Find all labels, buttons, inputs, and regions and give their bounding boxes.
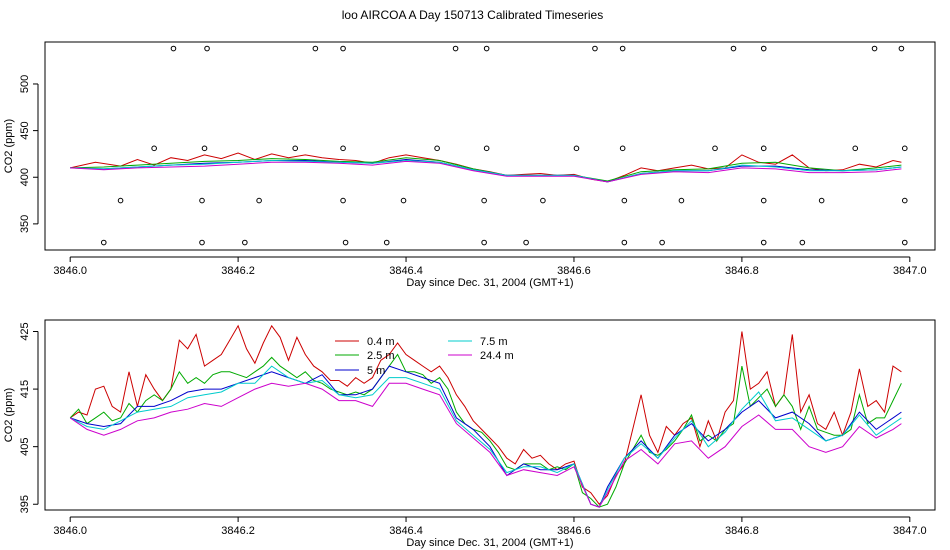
data-point <box>312 45 319 52</box>
data-point <box>818 197 825 204</box>
data-point <box>483 45 490 52</box>
data-point <box>901 197 908 204</box>
data-point <box>481 197 487 204</box>
x-tick-label: 3847.0 <box>893 525 927 537</box>
data-point <box>170 45 177 52</box>
data-point <box>730 45 737 52</box>
x-tick-label: 3846.4 <box>389 525 423 537</box>
top-points-group <box>100 45 908 246</box>
x-tick-label: 3846.2 <box>221 525 255 537</box>
data-point <box>760 145 767 152</box>
bottom-series-line-0 <box>69 324 902 505</box>
x-tick-label: 3846.6 <box>557 525 591 537</box>
data-point <box>760 239 767 246</box>
data-point <box>901 145 908 152</box>
y-tick-label: 405 <box>19 437 31 455</box>
data-point <box>340 45 346 52</box>
bottom-x-axis: 3846.0 3846.2 3846.4 3846.6 3846.8 3847.0 <box>53 516 927 537</box>
legend-label: 5 m <box>367 365 385 377</box>
data-point <box>452 45 459 52</box>
data-point <box>383 239 390 246</box>
data-point <box>799 239 806 246</box>
top-series-line-4 <box>70 160 902 183</box>
bottom-series-group <box>69 324 902 508</box>
y-tick-label: 450 <box>19 121 31 139</box>
x-tick-label: 3847.0 <box>893 265 927 277</box>
y-tick-label: 400 <box>19 168 31 186</box>
data-point <box>678 197 685 204</box>
y-tick-label: 350 <box>19 215 31 233</box>
top-series-line-3 <box>70 159 902 183</box>
data-point <box>199 239 205 246</box>
data-point <box>342 239 349 246</box>
data-point <box>659 239 665 246</box>
bottom-y-axis-label: CO2 (ppm) <box>3 388 15 442</box>
x-tick-label: 3846.2 <box>221 265 255 277</box>
bottom-plot-frame <box>44 319 936 511</box>
data-point <box>592 45 598 52</box>
bottom-series-line-1 <box>69 353 902 508</box>
data-point <box>256 197 262 204</box>
data-point <box>712 145 718 152</box>
y-tick-label: 395 <box>19 495 31 513</box>
x-tick-label: 3846.0 <box>53 265 87 277</box>
data-point <box>619 45 626 52</box>
data-point <box>483 145 490 152</box>
top-x-axis: 3846.0 3846.2 3846.4 3846.6 3846.8 3847.0 <box>53 256 927 277</box>
data-point <box>481 239 487 246</box>
data-point <box>151 145 157 152</box>
bottom-y-axis: 395 405 415 425 <box>19 322 39 513</box>
data-point <box>292 145 299 152</box>
x-tick-label: 3846.8 <box>725 525 759 537</box>
top-y-axis-label: CO2 (ppm) <box>3 119 15 173</box>
data-point <box>619 145 626 152</box>
bottom-x-axis-label: Day since Dec. 31, 2004 (GMT+1) <box>406 537 573 549</box>
chart-main-title: loo AIRCOA A Day 150713 Calibrated Times… <box>341 8 604 22</box>
bottom-series-line-4 <box>69 382 902 508</box>
data-point <box>621 197 628 204</box>
data-point <box>340 197 346 204</box>
x-tick-label: 3846.6 <box>557 265 591 277</box>
data-point <box>204 45 210 52</box>
data-point <box>852 145 859 152</box>
data-point <box>400 197 407 204</box>
bottom-legend: 0.4 m 2.5 m 5 m 7.5 m 24.4 m <box>335 336 514 377</box>
top-x-axis-label: Day since Dec. 31, 2004 (GMT+1) <box>406 277 573 289</box>
y-tick-label: 425 <box>19 322 31 340</box>
data-point <box>100 239 107 246</box>
legend-label: 7.5 m <box>480 336 508 348</box>
top-plot-frame <box>44 41 936 251</box>
legend-label: 24.4 m <box>480 350 514 362</box>
data-point <box>540 197 546 204</box>
y-tick-label: 500 <box>19 75 31 93</box>
x-tick-label: 3846.8 <box>725 265 759 277</box>
data-point <box>871 45 878 52</box>
data-point <box>340 145 346 152</box>
data-point <box>898 45 905 52</box>
bottom-series-line-3 <box>69 365 902 508</box>
data-point <box>434 145 440 152</box>
x-tick-label: 3846.4 <box>389 265 423 277</box>
legend-label: 0.4 m <box>367 336 395 348</box>
y-tick-label: 415 <box>19 380 31 398</box>
data-point <box>760 197 767 204</box>
data-point <box>573 145 580 152</box>
top-series-group <box>70 152 902 183</box>
data-point <box>760 45 767 52</box>
data-point <box>901 239 908 246</box>
data-point <box>242 239 248 246</box>
data-point <box>117 197 124 204</box>
data-point <box>201 145 208 152</box>
x-tick-label: 3846.0 <box>53 525 87 537</box>
top-y-axis: 350 400 450 500 <box>19 75 39 233</box>
legend-label: 2.5 m <box>367 350 395 362</box>
data-point <box>199 197 205 204</box>
data-point <box>523 239 529 246</box>
data-point <box>621 239 628 246</box>
